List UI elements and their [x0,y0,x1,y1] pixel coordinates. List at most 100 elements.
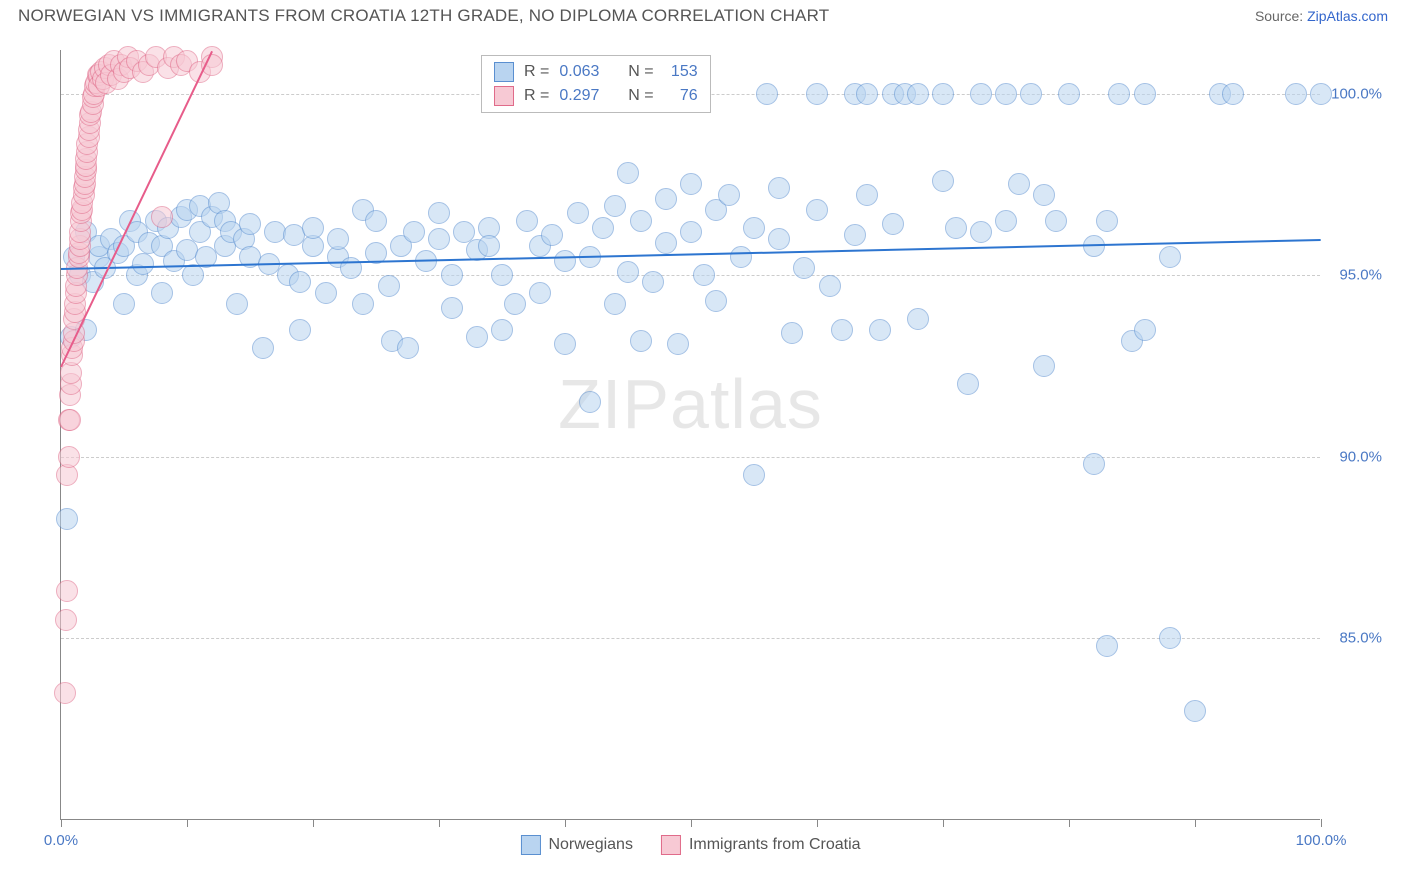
data-point [567,202,589,224]
data-point [1159,627,1181,649]
gridline [61,638,1320,639]
data-point [869,319,891,341]
data-point [819,275,841,297]
x-tick [187,819,188,827]
data-point [315,282,337,304]
source-link[interactable]: ZipAtlas.com [1307,8,1388,24]
data-point [504,293,526,315]
data-point [1096,210,1118,232]
data-point [932,170,954,192]
data-point [995,210,1017,232]
chart-area: 12th Grade, No Diploma ZIPatlas 85.0%90.… [20,40,1390,880]
data-point [705,290,727,312]
legend-item: Immigrants from Croatia [661,835,861,855]
data-point [58,446,80,468]
data-point [856,184,878,206]
data-point [743,217,765,239]
data-point [730,246,752,268]
data-point [1285,83,1307,105]
y-tick-label: 100.0% [1327,85,1382,102]
data-point [680,173,702,195]
legend-label: Immigrants from Croatia [689,836,861,854]
data-point [806,199,828,221]
data-point [932,83,954,105]
data-point [365,210,387,232]
data-point [289,319,311,341]
x-tick [439,819,440,827]
data-point [793,257,815,279]
data-point [617,261,639,283]
stats-n-value: 153 [664,63,698,81]
stats-r-label: R = [524,63,549,81]
x-tick [1321,819,1322,827]
x-tick [313,819,314,827]
chart-source: Source: ZipAtlas.com [1255,8,1388,24]
data-point [1096,635,1118,657]
data-point [378,275,400,297]
data-point [970,83,992,105]
data-point [516,210,538,232]
data-point [132,253,154,275]
data-point [1159,246,1181,268]
legend-label: Norwegians [548,836,632,854]
data-point [756,83,778,105]
data-point [617,162,639,184]
data-point [113,293,135,315]
data-point [491,319,513,341]
data-point [945,217,967,239]
data-point [856,83,878,105]
stats-n-label: N = [628,87,653,105]
data-point [1222,83,1244,105]
data-point [1020,83,1042,105]
gridline [61,275,1320,276]
plot-region: ZIPatlas 85.0%90.0%95.0%100.0%0.0%100.0%… [60,50,1320,820]
stats-row: R =0.297 N =76 [494,84,698,108]
data-point [428,202,450,224]
data-point [630,330,652,352]
data-point [403,221,425,243]
data-point [478,235,500,257]
data-point [604,293,626,315]
legend-swatch [494,62,514,82]
data-point [718,184,740,206]
data-point [1058,83,1080,105]
stats-n-label: N = [628,63,653,81]
source-label: Source: [1255,8,1303,24]
stats-legend: R =0.063 N =153R =0.297 N =76 [481,55,711,113]
data-point [529,282,551,304]
data-point [55,609,77,631]
data-point [182,264,204,286]
data-point [655,188,677,210]
data-point [428,228,450,250]
data-point [252,337,274,359]
data-point [1033,184,1055,206]
data-point [239,213,261,235]
y-tick-label: 85.0% [1327,630,1382,647]
data-point [630,210,652,232]
data-point [844,224,866,246]
data-point [289,271,311,293]
data-point [1134,83,1156,105]
data-point [693,264,715,286]
data-point [56,580,78,602]
data-point [466,326,488,348]
y-tick-label: 90.0% [1327,448,1382,465]
legend-swatch [494,86,514,106]
legend-swatch [661,835,681,855]
x-tick [817,819,818,827]
data-point [1310,83,1332,105]
data-point [554,333,576,355]
data-point [579,391,601,413]
data-point [768,228,790,250]
data-point [743,464,765,486]
y-tick-label: 95.0% [1327,267,1382,284]
data-point [541,224,563,246]
data-point [831,319,853,341]
stats-n-value: 76 [664,87,698,105]
data-point [907,308,929,330]
data-point [667,333,689,355]
x-tick [943,819,944,827]
data-point [1083,453,1105,475]
data-point [806,83,828,105]
data-point [957,373,979,395]
